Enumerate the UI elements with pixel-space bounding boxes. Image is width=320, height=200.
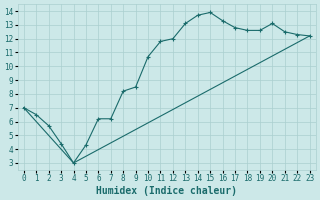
X-axis label: Humidex (Indice chaleur): Humidex (Indice chaleur) (96, 186, 237, 196)
